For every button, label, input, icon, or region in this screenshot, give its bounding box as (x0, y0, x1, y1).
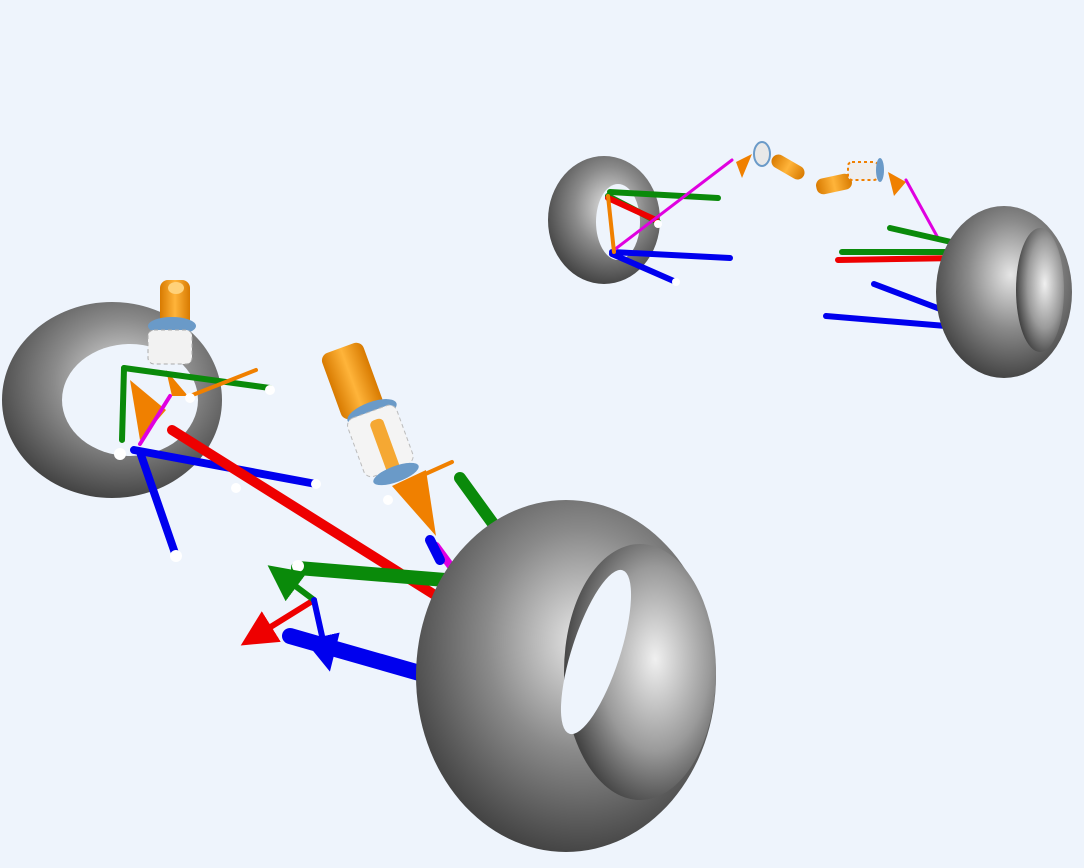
upright-icon (130, 380, 166, 440)
tire-front-right[interactable] (416, 500, 716, 852)
joint-node[interactable] (114, 448, 126, 460)
rocker-icon (888, 172, 906, 196)
upper-arm-link[interactable] (607, 189, 721, 201)
rear-left-suspension[interactable] (605, 158, 734, 286)
damper-cap (168, 282, 184, 294)
lower-arm-link[interactable] (823, 313, 949, 329)
rocker-icon (392, 470, 436, 536)
joint-node[interactable] (672, 278, 680, 286)
joint-node[interactable] (654, 220, 662, 228)
tie-rod-link[interactable] (605, 195, 659, 223)
spring-mount-icon (876, 158, 884, 182)
tie-rod-link[interactable] (835, 255, 963, 263)
rear-left-damper[interactable] (736, 141, 807, 182)
spring-mount-icon (373, 462, 419, 486)
upright-link[interactable] (606, 194, 616, 254)
tire-rear-right[interactable] (936, 206, 1072, 378)
rocker-link[interactable] (188, 368, 258, 398)
pushrod-link[interactable] (904, 178, 940, 240)
joint-node[interactable] (231, 483, 241, 493)
joint-node[interactable] (265, 385, 275, 395)
lower-arm-link[interactable] (136, 448, 180, 560)
coil-spring-icon (147, 329, 193, 365)
upper-arm-link[interactable] (121, 365, 273, 391)
pushrod-link[interactable] (612, 158, 734, 252)
pushrod-link[interactable] (138, 394, 172, 446)
lower-arm-link[interactable] (282, 628, 438, 684)
lower-arm-link[interactable] (609, 251, 679, 285)
rear-right-damper[interactable] (815, 158, 940, 240)
damper-rod (370, 418, 400, 474)
damper-icon (816, 173, 852, 195)
damper-icon (321, 342, 383, 420)
joint-node[interactable] (185, 393, 195, 403)
x-axis-arrow (240, 597, 317, 646)
lower-arm-link[interactable] (425, 535, 445, 565)
y-axis-arrow (267, 565, 317, 603)
rocker-icon (736, 154, 752, 178)
joint-node[interactable] (311, 479, 321, 489)
damper-icon (771, 154, 805, 180)
rocker-link[interactable] (410, 460, 454, 482)
z-axis-arrow (304, 597, 340, 672)
lower-arm-link[interactable] (871, 281, 951, 315)
joint-node[interactable] (170, 550, 182, 562)
upper-arm-link[interactable] (887, 225, 963, 247)
joint-node[interactable] (383, 495, 393, 505)
axis-triad-icon (240, 565, 340, 672)
coil-spring-icon (753, 141, 771, 167)
rear-right-suspension[interactable] (823, 225, 963, 329)
lower-arm-link[interactable] (609, 249, 733, 261)
front-left-damper[interactable] (147, 280, 196, 396)
joint-node[interactable] (292, 560, 304, 572)
upper-arm-link[interactable] (119, 365, 127, 443)
coil-spring-icon (847, 161, 879, 181)
tire-inner-hole (560, 569, 632, 735)
front-right-damper[interactable] (320, 341, 454, 536)
tire-sidewall (1016, 228, 1064, 352)
